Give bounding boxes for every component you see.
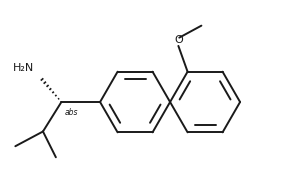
Text: abs: abs — [65, 108, 79, 117]
Text: O: O — [174, 35, 183, 45]
Text: H₂N: H₂N — [13, 63, 34, 73]
